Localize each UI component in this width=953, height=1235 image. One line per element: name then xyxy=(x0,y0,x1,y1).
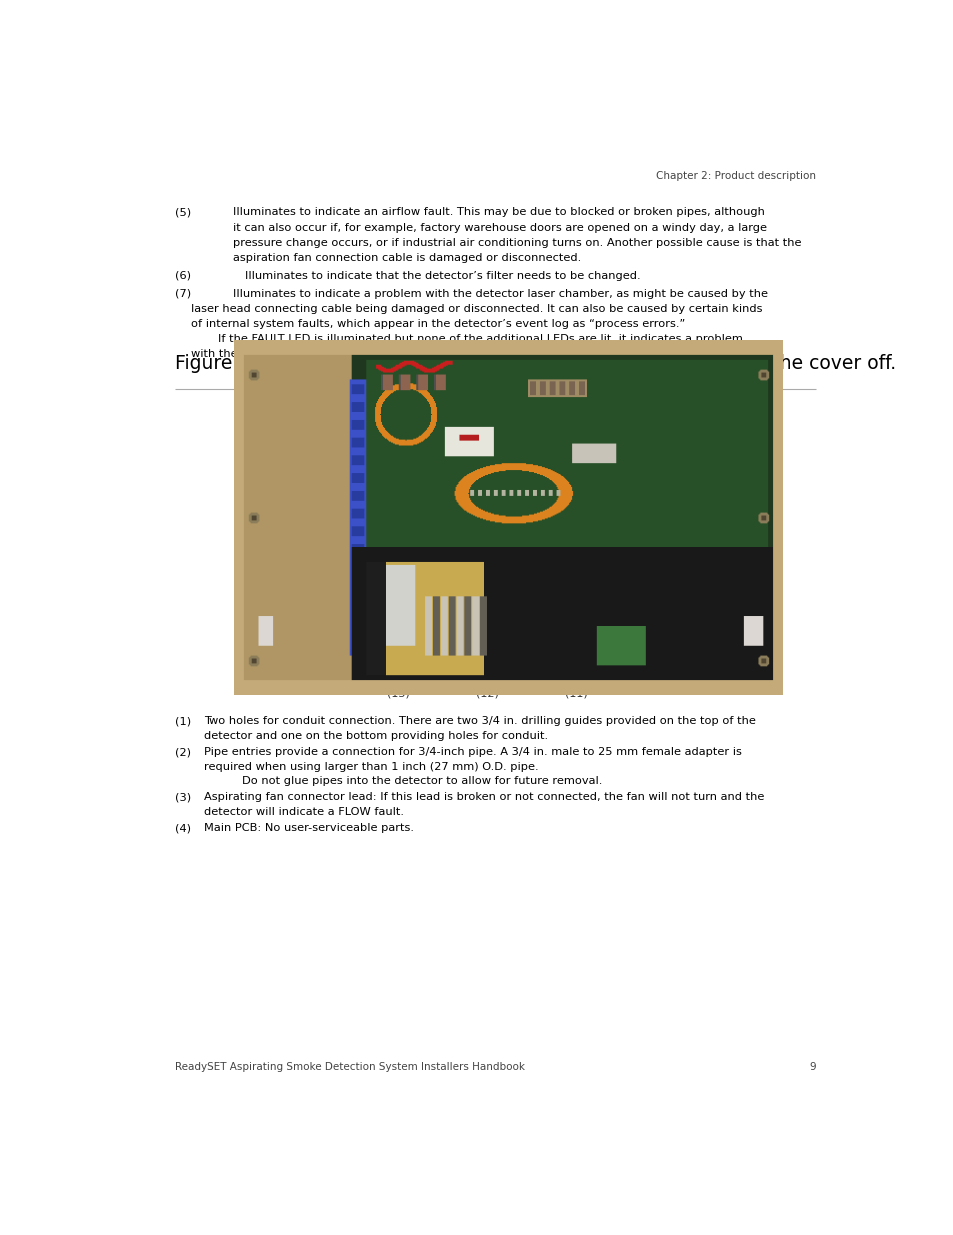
Text: (6): (6) xyxy=(731,525,747,535)
Text: (7): (7) xyxy=(174,289,191,299)
Text: (5): (5) xyxy=(174,207,191,217)
Text: it can also occur if, for example, factory warehouse doors are opened on a windy: it can also occur if, for example, facto… xyxy=(233,222,766,232)
Text: Two holes for conduit connection. There are two 3/4 in. drilling guides provided: Two holes for conduit connection. There … xyxy=(204,716,755,726)
Text: Main PCB: No user-serviceable parts.: Main PCB: No user-serviceable parts. xyxy=(204,823,414,834)
Text: (3): (3) xyxy=(731,421,747,431)
Text: 9: 9 xyxy=(808,1062,815,1072)
Text: (1): (1) xyxy=(416,383,431,393)
Text: (14): (14) xyxy=(268,525,291,535)
Text: (8): (8) xyxy=(731,569,747,579)
Text: Pipe entries provide a connection for 3/4-inch pipe. A 3/4 in. male to 25 mm fem: Pipe entries provide a connection for 3/… xyxy=(204,747,740,757)
Text: If the FAULT LED is illuminated but none of the additional LEDs are lit, it indi: If the FAULT LED is illuminated but none… xyxy=(217,333,741,343)
Text: (4): (4) xyxy=(731,446,747,456)
Text: Illuminates to indicate a problem with the detector laser chamber, as might be c: Illuminates to indicate a problem with t… xyxy=(233,289,767,299)
Text: laser head connecting cable being damaged or disconnected. It can also be caused: laser head connecting cable being damage… xyxy=(192,304,762,314)
Text: Aspirating fan connector lead: If this lead is broken or not connected, the fan : Aspirating fan connector lead: If this l… xyxy=(204,793,763,803)
Text: Illuminates to indicate an airflow fault. This may be due to blocked or broken p: Illuminates to indicate an airflow fault… xyxy=(233,207,764,217)
Text: Figure 2 below shows the main interior parts of a detector with the cover off.: Figure 2 below shows the main interior p… xyxy=(174,353,895,373)
Text: (7): (7) xyxy=(731,550,747,559)
Text: aspiration fan connection cable is damaged or disconnected.: aspiration fan connection cable is damag… xyxy=(233,252,580,263)
Text: (2): (2) xyxy=(174,747,191,757)
Text: (1): (1) xyxy=(174,716,191,726)
Text: (4): (4) xyxy=(174,823,191,834)
Text: (6): (6) xyxy=(174,270,191,280)
Text: ReadySET Aspirating Smoke Detection System Installers Handbook: ReadySET Aspirating Smoke Detection Syst… xyxy=(174,1062,524,1072)
Text: (12): (12) xyxy=(476,689,498,699)
Text: (11): (11) xyxy=(565,689,587,699)
Text: with the power supply if its fault output is connected to the detector’s INPUT t: with the power supply if its fault outpu… xyxy=(192,348,690,359)
Text: (3): (3) xyxy=(174,793,191,803)
Text: Illuminates to indicate that the detector’s filter needs to be changed.: Illuminates to indicate that the detecto… xyxy=(245,270,639,280)
Text: (5): (5) xyxy=(731,475,747,487)
Text: pressure change occurs, or if industrial air conditioning turns on. Another poss: pressure change occurs, or if industrial… xyxy=(233,237,801,247)
Text: of internal system faults, which appear in the detector’s event log as “process : of internal system faults, which appear … xyxy=(192,319,685,329)
Text: Chapter 2: Product description: Chapter 2: Product description xyxy=(656,172,815,182)
Text: (10): (10) xyxy=(731,613,754,622)
Text: (13): (13) xyxy=(386,689,409,699)
Text: Do not glue pipes into the detector to allow for future removal.: Do not glue pipes into the detector to a… xyxy=(242,776,602,785)
Text: detector and one on the bottom providing holes for conduit.: detector and one on the bottom providing… xyxy=(204,731,547,741)
Text: (9): (9) xyxy=(731,585,747,595)
Text: (2): (2) xyxy=(551,383,567,393)
Text: required when using larger than 1 inch (27 mm) O.D. pipe.: required when using larger than 1 inch (… xyxy=(204,762,537,772)
Text: detector will indicate a FLOW fault.: detector will indicate a FLOW fault. xyxy=(204,806,403,816)
